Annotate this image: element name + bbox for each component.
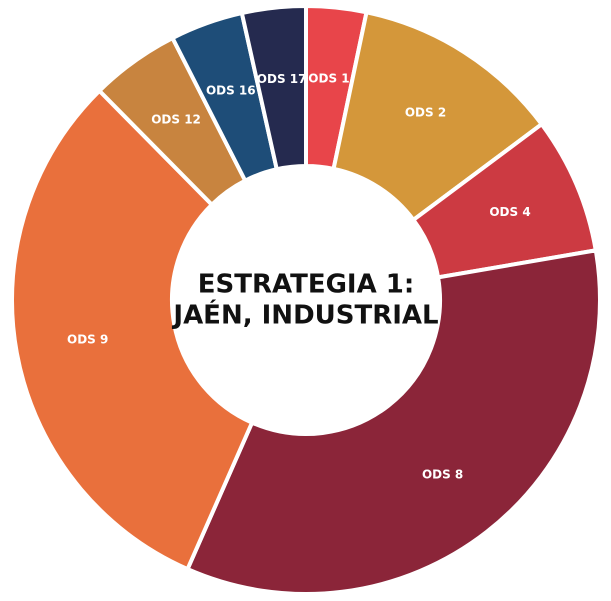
chart-title: JAÉN, INDUSTRIAL bbox=[171, 299, 438, 331]
segment-label: ODS 2 bbox=[405, 105, 446, 119]
segment-label: ODS 16 bbox=[206, 84, 256, 98]
segment-label: ODS 8 bbox=[422, 467, 463, 481]
donut-segment bbox=[239, 3, 308, 172]
segment-label: ODS 4 bbox=[489, 205, 530, 219]
chart-title: ESTRATEGIA 1: bbox=[198, 270, 415, 300]
segment-label: ODS 17 bbox=[257, 72, 307, 86]
donut-segment bbox=[184, 248, 602, 596]
donut-segment bbox=[10, 87, 255, 572]
segment-label: ODS 12 bbox=[151, 112, 201, 126]
segment-label: ODS 9 bbox=[67, 333, 108, 347]
segment-label: ODS 1 bbox=[308, 72, 349, 86]
